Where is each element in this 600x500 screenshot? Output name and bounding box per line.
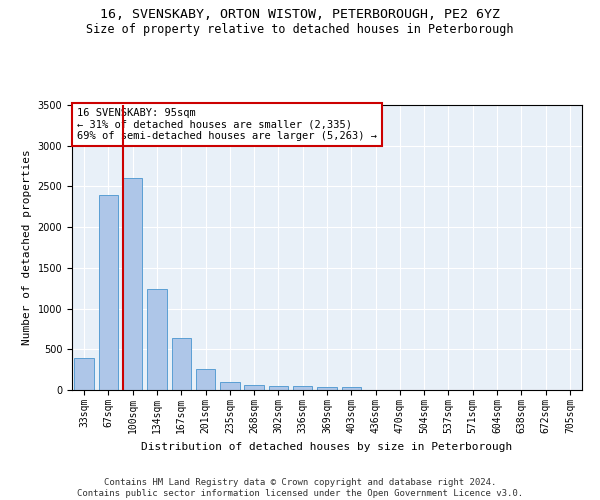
Bar [196,369,215,390]
Y-axis label: Number of detached properties: Number of detached properties [22,150,32,346]
Bar [293,386,313,390]
Bar [99,194,118,390]
Bar [244,386,264,390]
Bar [341,388,361,390]
Bar [317,387,337,390]
Bar [147,289,167,390]
Text: Distribution of detached houses by size in Peterborough: Distribution of detached houses by size … [142,442,512,452]
Bar [172,338,191,390]
Bar [269,386,288,390]
Bar [123,178,142,390]
Bar [74,358,94,390]
Text: 16 SVENSKABY: 95sqm
← 31% of detached houses are smaller (2,335)
69% of semi-det: 16 SVENSKABY: 95sqm ← 31% of detached ho… [77,108,377,141]
Text: Size of property relative to detached houses in Peterborough: Size of property relative to detached ho… [86,22,514,36]
Text: 16, SVENSKABY, ORTON WISTOW, PETERBOROUGH, PE2 6YZ: 16, SVENSKABY, ORTON WISTOW, PETERBOROUG… [100,8,500,20]
Text: Contains HM Land Registry data © Crown copyright and database right 2024.
Contai: Contains HM Land Registry data © Crown c… [77,478,523,498]
Bar [220,382,239,390]
